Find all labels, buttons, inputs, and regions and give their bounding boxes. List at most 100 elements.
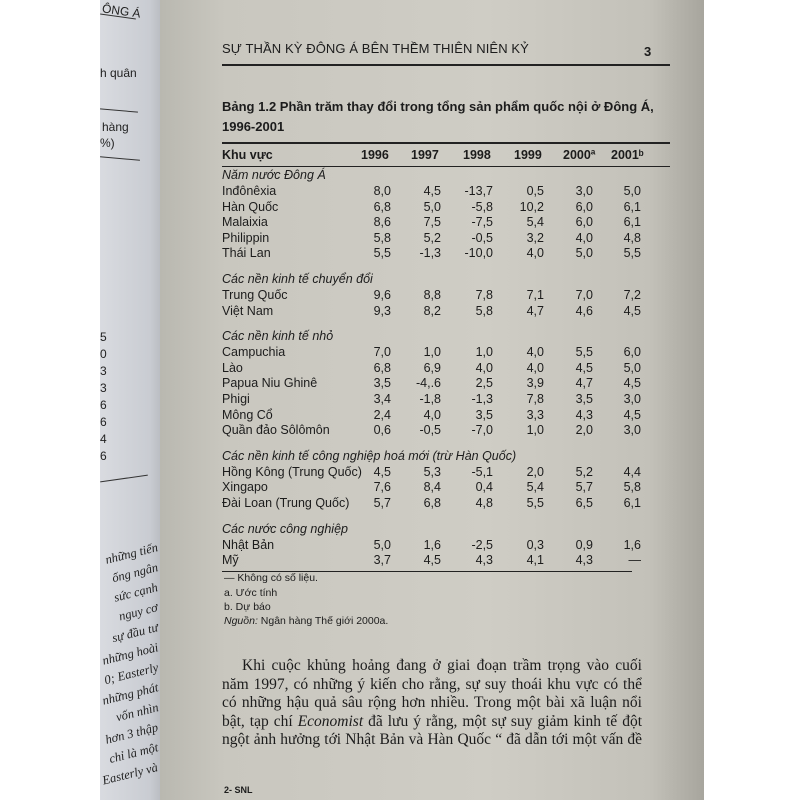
cell-value: 4,3 [575,553,593,568]
cell-value: -4,.6 [415,376,441,391]
column-header: 1996 [361,148,389,162]
body-paragraph: Khi cuộc khủng hoảng đang ở giai đoạn tr… [222,657,642,750]
cell-value: 2,0 [526,464,544,479]
section-heading: Năm nước Đông Á [222,168,326,182]
table-title: Bảng 1.2 Phần trăm thay đổi trong tổng s… [222,99,654,114]
cell-value: 6,5 [575,496,593,510]
left-page-number: 6 [100,398,107,412]
cell-value: 3,2 [526,230,544,245]
cell-value: 4,3 [575,407,593,422]
cell-value: 4,6 [575,303,593,318]
cell-value: 2,4 [373,407,391,422]
row-label: Trung Quốc [222,288,288,302]
row-label: Philippin [222,230,270,245]
row-label: Quần đảo Sôlômôn [222,423,330,438]
cell-value: 10,2 [519,199,544,214]
cell-value: 5,8 [373,230,391,245]
cell-value: 5,5 [623,246,641,261]
cell-value: — [628,553,642,568]
page-number: 3 [644,44,652,59]
cell-value: 0,3 [526,537,544,552]
cell-value: 7,0 [575,288,593,302]
row-label: Thái Lan [222,246,271,261]
cell-value: 4,0 [526,360,544,375]
cell-value: 5,7 [575,480,593,495]
cell-value: 6,8 [373,199,391,214]
cell-value: 5,4 [526,215,544,230]
table-header-rule [222,166,670,167]
cell-value: 4,5 [623,376,641,391]
cell-value: 4,5 [575,360,593,375]
row-label: Phigi [222,392,250,406]
cell-value: 9,6 [373,288,391,302]
row-label: Campuchia [222,345,286,360]
table-top-rule [222,142,670,144]
paragraph-italic: Economist [297,712,364,730]
cell-value: -2,5 [471,537,493,552]
cell-value: 4,5 [423,553,441,568]
header-rule [222,64,670,66]
cell-value: -5,1 [471,464,493,479]
cell-value: 6,1 [623,215,641,230]
cell-value: -13,7 [464,184,494,198]
cell-value: -10,0 [464,246,494,261]
cell-value: 7,8 [475,288,493,302]
cell-value: 5,8 [475,303,493,318]
table-bottom-rule [222,571,632,572]
cell-value: 4,1 [526,553,544,568]
cell-value: 4,0 [526,345,544,360]
section-heading: Các nước công nghiệp [222,521,348,536]
cell-value: 0,9 [575,537,593,552]
cell-value: 2,5 [475,376,493,391]
cell-value: 4,0 [423,407,441,422]
table-note: — Không có số liệu. [224,572,318,584]
cell-value: 1,0 [475,345,493,360]
section-heading: Các nền kinh tế nhỏ [222,329,334,344]
row-label: Lào [222,360,243,375]
cell-value: 1,6 [423,537,441,552]
row-label: Việt Nam [222,303,274,318]
cell-value: 8,2 [423,303,441,318]
cell-value: 6,8 [373,360,391,375]
column-header: 1997 [411,148,439,162]
cell-value: 4,7 [526,303,544,318]
cell-value: 6,1 [623,496,641,510]
cell-value: -1,3 [471,392,493,406]
section-heading: Các nền kinh tế chuyển đổi [222,272,373,286]
cell-value: 3,5 [575,392,593,406]
book-page: SỰ THẦN KỲ ĐÔNG Á BÊN THỀM THIÊN NIÊN KỶ… [160,0,704,800]
cell-value: 5,4 [526,480,544,495]
cell-value: 3,3 [526,407,544,422]
cell-value: 4,8 [475,496,493,510]
left-page-number: 6 [100,415,107,429]
cell-value: 4,0 [526,246,544,261]
section-heading: Các nền kinh tế công nghiệp hoá mới (trừ… [222,448,517,463]
left-page-fragment: hàng [102,120,129,134]
left-page-fragment: %) [100,136,115,150]
left-page-fragment: h quân [100,66,137,80]
cell-value: 3,5 [373,376,391,391]
cell-value: 0,6 [373,423,391,438]
cell-value: 3,5 [475,407,493,422]
cell-value: 7,1 [526,288,544,302]
left-page-number: 6 [100,449,107,463]
cell-value: -5,8 [471,199,493,214]
cell-value: 6,0 [575,215,593,230]
cell-value: 6,0 [575,199,593,214]
cell-value: 5,8 [623,480,641,495]
table-note: a. Ước tính [224,587,278,599]
cell-value: 4,8 [623,230,641,245]
left-page-number: 5 [100,330,107,344]
left-page-number: 3 [100,381,107,395]
cell-value: 5,0 [623,360,641,375]
cell-value: 4,0 [575,230,593,245]
cell-value: 5,2 [575,464,593,479]
row-label: Hàn Quốc [222,199,279,214]
column-header: 1999 [514,148,542,162]
cell-value: 7,8 [526,392,544,406]
cell-value: 7,6 [373,480,391,495]
cell-value: 4,5 [623,303,641,318]
cell-value: 7,0 [373,345,391,360]
cell-value: 8,4 [423,480,441,495]
cell-value: 6,9 [423,360,441,375]
